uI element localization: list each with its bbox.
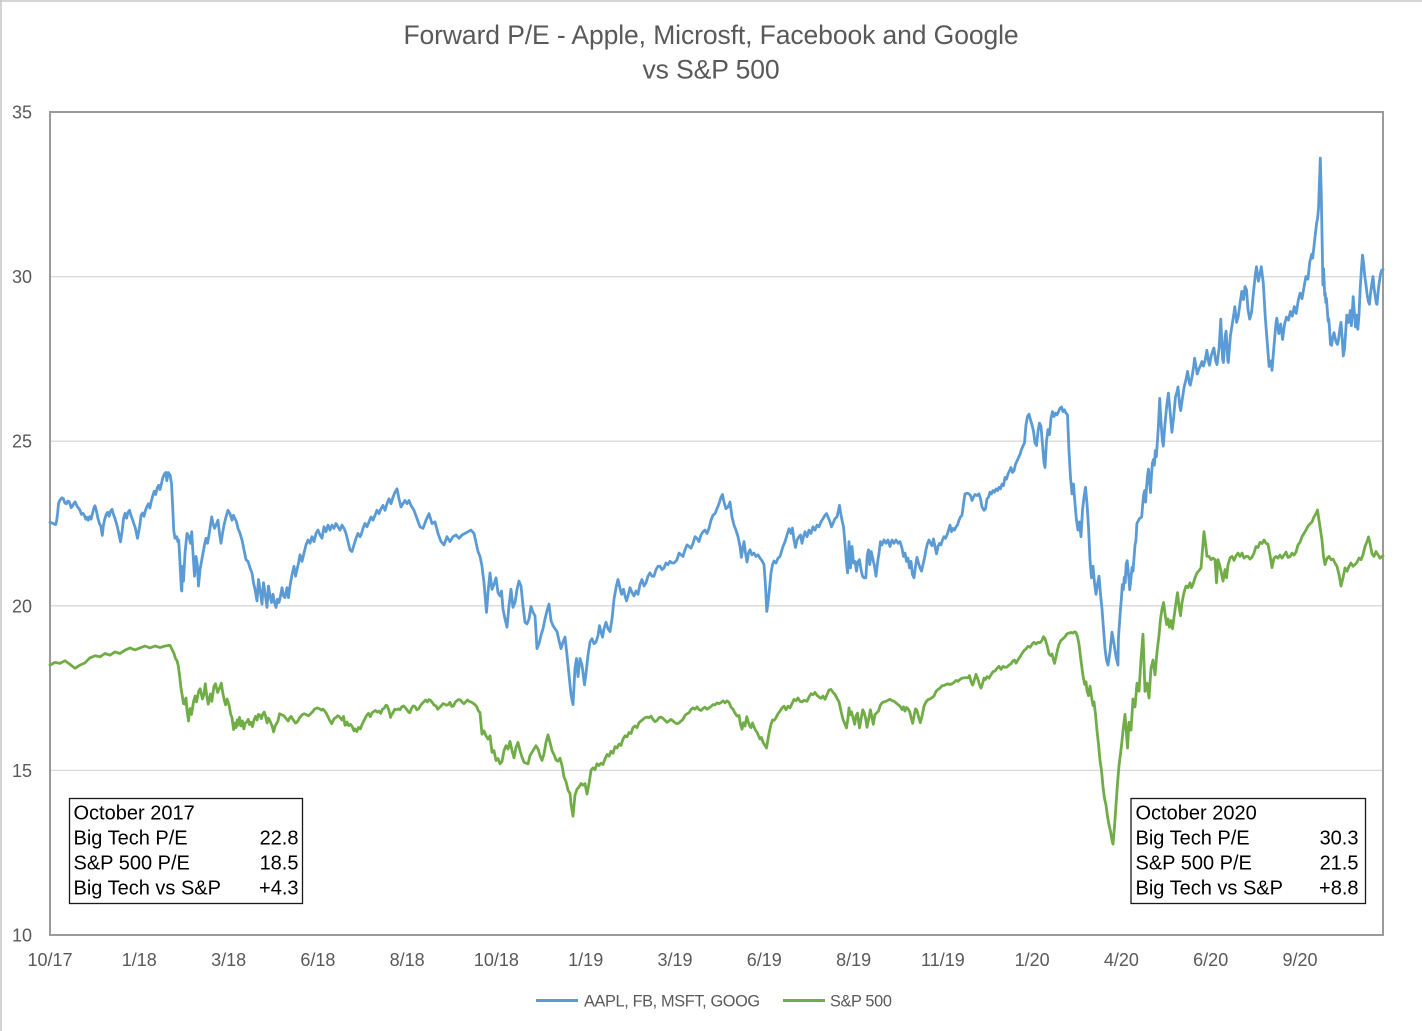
svg-text:25: 25 xyxy=(12,432,32,452)
svg-text:8/19: 8/19 xyxy=(836,950,871,970)
svg-text:10: 10 xyxy=(12,926,32,946)
svg-text:30: 30 xyxy=(12,267,32,287)
svg-text:Big Tech vs S&P: Big Tech vs S&P xyxy=(1136,878,1283,900)
svg-text:1/20: 1/20 xyxy=(1015,950,1050,970)
svg-text:10/18: 10/18 xyxy=(474,950,519,970)
svg-text:18.5: 18.5 xyxy=(260,853,299,875)
svg-text:11/19: 11/19 xyxy=(921,950,965,970)
svg-text:6/18: 6/18 xyxy=(300,950,335,970)
svg-text:October 2020: October 2020 xyxy=(1136,803,1257,825)
svg-text:Forward P/E - Apple, Microsft,: Forward P/E - Apple, Microsft, Facebook … xyxy=(403,20,1018,50)
svg-text:Big Tech P/E: Big Tech P/E xyxy=(1136,828,1250,850)
svg-text:vs S&P 500: vs S&P 500 xyxy=(643,55,780,85)
svg-text:22.8: 22.8 xyxy=(260,828,299,850)
svg-text:Big Tech vs S&P: Big Tech vs S&P xyxy=(74,878,221,900)
svg-text:October 2017: October 2017 xyxy=(74,803,195,825)
svg-text:20: 20 xyxy=(12,596,32,616)
svg-text:3/18: 3/18 xyxy=(211,950,246,970)
svg-text:+8.8: +8.8 xyxy=(1319,878,1358,900)
svg-text:S&P 500: S&P 500 xyxy=(830,993,892,1011)
svg-text:S&P 500 P/E: S&P 500 P/E xyxy=(74,853,190,875)
svg-text:8/18: 8/18 xyxy=(390,950,425,970)
svg-text:6/19: 6/19 xyxy=(747,950,782,970)
svg-text:35: 35 xyxy=(12,103,32,123)
svg-text:1/19: 1/19 xyxy=(568,950,603,970)
svg-text:10/17: 10/17 xyxy=(27,950,72,970)
svg-text:9/20: 9/20 xyxy=(1282,950,1317,970)
svg-text:6/20: 6/20 xyxy=(1193,950,1228,970)
svg-text:S&P 500 P/E: S&P 500 P/E xyxy=(1136,853,1252,875)
svg-text:Big Tech P/E: Big Tech P/E xyxy=(74,828,188,850)
svg-text:4/20: 4/20 xyxy=(1104,950,1139,970)
svg-text:+4.3: +4.3 xyxy=(259,878,298,900)
svg-text:3/19: 3/19 xyxy=(657,950,692,970)
svg-text:21.5: 21.5 xyxy=(1320,853,1359,875)
svg-text:AAPL, FB, MSFT, GOOG: AAPL, FB, MSFT, GOOG xyxy=(584,993,760,1011)
svg-text:15: 15 xyxy=(12,761,32,781)
svg-text:1/18: 1/18 xyxy=(122,950,157,970)
svg-text:30.3: 30.3 xyxy=(1320,828,1359,850)
